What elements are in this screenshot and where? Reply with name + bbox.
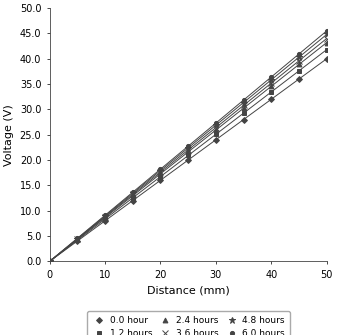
2.4 hours — [75, 238, 80, 242]
3.6 hours — [297, 59, 301, 63]
6.0 hours — [48, 259, 52, 263]
4.8 hours — [297, 55, 301, 59]
0.0 hour — [186, 158, 190, 162]
Line: 0.0 hour: 0.0 hour — [48, 57, 329, 263]
6.0 hours — [131, 190, 135, 194]
3.6 hours — [48, 259, 52, 263]
2.4 hours — [103, 215, 107, 219]
1.2 hours — [186, 153, 190, 157]
3.6 hours — [214, 126, 218, 130]
4.8 hours — [131, 191, 135, 195]
2.4 hours — [158, 172, 162, 176]
3.6 hours — [75, 237, 80, 241]
0.0 hour — [131, 199, 135, 203]
6.0 hours — [214, 121, 218, 125]
0.0 hour — [242, 118, 246, 122]
4.8 hours — [269, 78, 273, 82]
Legend: 0.0 hour, 1.2 hours, 2.4 hours, 3.6 hours, 4.8 hours, 6.0 hours: 0.0 hour, 1.2 hours, 2.4 hours, 3.6 hour… — [87, 311, 289, 335]
Line: 6.0 hours: 6.0 hours — [48, 29, 329, 263]
2.4 hours — [214, 128, 218, 132]
1.2 hours — [75, 238, 80, 242]
3.6 hours — [103, 215, 107, 219]
3.6 hours — [131, 193, 135, 197]
6.0 hours — [297, 52, 301, 56]
0.0 hour — [325, 57, 329, 61]
1.2 hours — [325, 48, 329, 52]
4.8 hours — [242, 100, 246, 105]
4.8 hours — [325, 32, 329, 37]
4.8 hours — [103, 214, 107, 218]
0.0 hour — [269, 97, 273, 101]
1.2 hours — [297, 69, 301, 73]
6.0 hours — [242, 98, 246, 102]
2.4 hours — [48, 259, 52, 263]
0.0 hour — [214, 138, 218, 142]
1.2 hours — [214, 132, 218, 136]
4.8 hours — [48, 259, 52, 263]
Y-axis label: Voltage (V): Voltage (V) — [4, 104, 14, 165]
1.2 hours — [242, 111, 246, 115]
1.2 hours — [158, 175, 162, 179]
4.8 hours — [75, 237, 80, 241]
6.0 hours — [75, 236, 80, 240]
4.8 hours — [214, 123, 218, 127]
2.4 hours — [242, 106, 246, 110]
2.4 hours — [269, 84, 273, 88]
1.2 hours — [103, 217, 107, 221]
2.4 hours — [131, 194, 135, 198]
6.0 hours — [186, 144, 190, 148]
Line: 4.8 hours: 4.8 hours — [47, 31, 330, 264]
0.0 hour — [48, 259, 52, 263]
6.0 hours — [325, 29, 329, 33]
6.0 hours — [269, 75, 273, 79]
3.6 hours — [158, 170, 162, 174]
0.0 hour — [297, 77, 301, 81]
3.6 hours — [242, 104, 246, 108]
3.6 hours — [269, 81, 273, 85]
3.6 hours — [325, 37, 329, 41]
2.4 hours — [186, 150, 190, 154]
Line: 3.6 hours: 3.6 hours — [47, 36, 330, 264]
1.2 hours — [269, 90, 273, 94]
4.8 hours — [158, 169, 162, 173]
0.0 hour — [75, 239, 80, 243]
1.2 hours — [131, 196, 135, 200]
4.8 hours — [186, 146, 190, 150]
0.0 hour — [158, 178, 162, 182]
6.0 hours — [103, 213, 107, 217]
1.2 hours — [48, 259, 52, 263]
X-axis label: Distance (mm): Distance (mm) — [147, 285, 229, 295]
Line: 2.4 hours: 2.4 hours — [47, 40, 329, 264]
6.0 hours — [158, 167, 162, 171]
3.6 hours — [186, 148, 190, 152]
2.4 hours — [325, 41, 329, 45]
2.4 hours — [297, 62, 301, 66]
0.0 hour — [103, 219, 107, 223]
Line: 1.2 hours: 1.2 hours — [48, 48, 329, 263]
